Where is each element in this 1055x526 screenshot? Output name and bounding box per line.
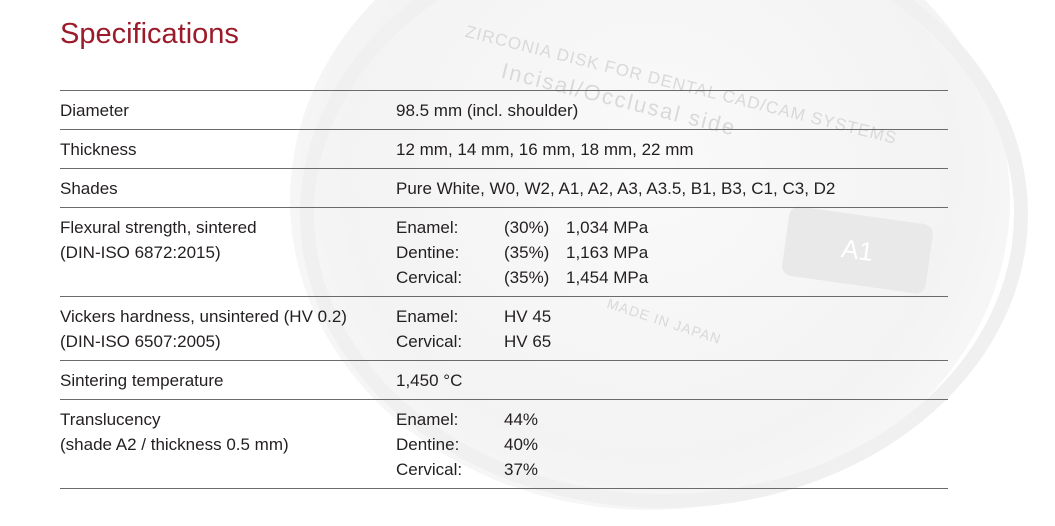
page-title: Specifications: [60, 18, 239, 50]
layer-value: HV 65: [504, 332, 552, 351]
layer-value: 40%: [504, 435, 539, 454]
layer-value: 1,034 MPa: [566, 218, 649, 237]
spec-table: Diameter 98.5 mm (incl. shoulder) Thicknes…: [60, 90, 948, 489]
spec-label-line: Sintering temperature: [60, 371, 224, 390]
spec-label: Shades: [60, 169, 396, 208]
layer-label: Dentine:: [396, 435, 460, 454]
spec-sub-item: Cervical: HV 65: [396, 329, 948, 354]
spec-sub-item: Enamel: 44%: [396, 407, 948, 432]
spec-value: 12 mm, 14 mm, 16 mm, 18 mm, 22 mm: [396, 140, 694, 159]
spec-label: Flexural strength, sintered (DIN-ISO 6872…: [60, 208, 396, 297]
spec-label: Thickness: [60, 130, 396, 169]
spec-value: Enamel: (30%) 1,034 MPa Dentine: (35%) 1,163 …: [396, 208, 948, 297]
layer-label: Enamel:: [396, 410, 459, 429]
spec-value: Pure White, W0, W2, A1, A2, A3, A3.5, B1…: [396, 179, 836, 198]
spec-sub-item: Dentine: 40%: [396, 432, 948, 457]
spec-sub-item: Cervical: 37%: [396, 457, 948, 482]
spec-label-line: Vickers hardness, unsintered (HV 0.2): [60, 307, 347, 326]
spec-sub-item: Cervical: (35%) 1,454 MPa: [396, 265, 948, 290]
spec-label-line: Diameter: [60, 101, 129, 120]
spec-sub-item: Dentine: (35%) 1,163 MPa: [396, 240, 948, 265]
spec-label: Sintering temperature: [60, 361, 396, 400]
spec-label-line: (shade A2 / thickness 0.5 mm): [60, 435, 289, 454]
layer-value: 44%: [504, 410, 539, 429]
spec-label-line: (DIN-ISO 6872:2015): [60, 243, 221, 262]
spec-sub-item: Enamel: (30%) 1,034 MPa: [396, 215, 948, 240]
spec-value: Enamel: HV 45 Cervical: HV 65: [396, 297, 948, 361]
spec-label-line: Shades: [60, 179, 118, 198]
layer-value: HV 45: [504, 307, 552, 326]
layer-label: Enamel:: [396, 307, 459, 326]
spec-value: 98.5 mm (incl. shoulder): [396, 101, 579, 120]
layer-value: 1,163 MPa: [566, 243, 649, 262]
spec-row: Thickness 12 mm, 14 mm, 16 mm, 18 mm, 22 …: [60, 129, 948, 169]
spec-label: Vickers hardness, unsintered (HV 0.2) (DI…: [60, 297, 396, 361]
spec-row: Vickers hardness, unsintered (HV 0.2) (DI…: [60, 296, 948, 361]
layer-percentage: (35%): [504, 268, 550, 287]
spec-label-line: Flexural strength, sintered: [60, 218, 257, 237]
spec-row: Sintering temperature 1,450 °C: [60, 360, 948, 400]
layer-percentage: (35%): [504, 243, 550, 262]
layer-label: Dentine:: [396, 243, 460, 262]
layer-label: Cervical:: [396, 332, 463, 351]
spec-row: Flexural strength, sintered (DIN-ISO 6872…: [60, 207, 948, 297]
layer-value: 1,454 MPa: [566, 268, 649, 287]
layer-percentage: (30%): [504, 218, 550, 237]
spec-row: Translucency (shade A2 / thickness 0.5 mm…: [60, 399, 948, 489]
spec-row: Diameter 98.5 mm (incl. shoulder): [60, 90, 948, 130]
layer-label: Cervical:: [396, 268, 463, 287]
spec-value: 1,450 °C: [396, 371, 463, 390]
layer-label: Enamel:: [396, 218, 459, 237]
spec-sub-item: Enamel: HV 45: [396, 304, 948, 329]
spec-row: Shades Pure White, W0, W2, A1, A2, A3, A3…: [60, 168, 948, 208]
layer-label: Cervical:: [396, 460, 463, 479]
spec-label: Diameter: [60, 91, 396, 130]
spec-label-line: Thickness: [60, 140, 137, 159]
layer-value: 37%: [504, 460, 539, 479]
spec-label-line: Translucency: [60, 410, 161, 429]
spec-label-line: (DIN-ISO 6507:2005): [60, 332, 221, 351]
spec-value: Enamel: 44% Dentine: 40% Cervical: 37%: [396, 400, 948, 489]
spec-label: Translucency (shade A2 / thickness 0.5 mm…: [60, 400, 396, 489]
